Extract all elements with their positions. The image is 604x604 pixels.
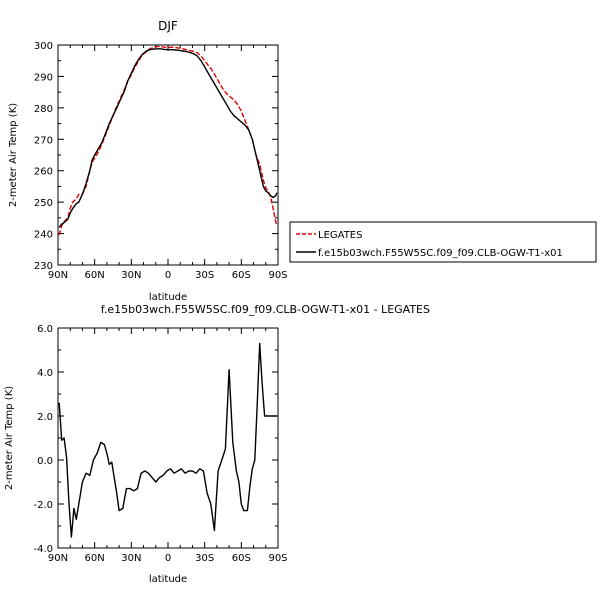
top-chart-axes: 90N 60N 30N 0 30S 60S 90S 230 240 250 260 270 280 290… [34,41,288,281]
top-y-tick-label: 250 [34,198,53,209]
bottom-chart-y-axis-label: 2-meter Air Temp (K) [4,386,15,490]
bottom-x-tick-label: 60N [85,553,105,564]
top-chart-frame [57,44,279,266]
top-x-tick-label: 90N [48,270,68,281]
legend-label-legates: LEGATES [318,230,362,241]
top-chart-x-axis-label: latitude [149,292,187,303]
top-y-tick-label: 240 [34,230,53,241]
bottom-x-tick-label: 30S [195,553,214,564]
bottom-chart-title: f.e15b03wch.F55W5SC.f09_f09.CLB-OGW-T1-x… [101,303,430,316]
top-x-tick-label: 30S [195,270,214,281]
top-y-tick-label: 230 [34,261,53,272]
bottom-x-tick-label: 90N [48,553,68,564]
bottom-x-tick-label: 0 [165,553,171,564]
top-series-line-0 [58,45,278,236]
top-y-tick-label: 260 [34,167,53,178]
top-x-tick-label: 30N [121,270,141,281]
top-y-tick-label: 280 [34,104,53,115]
bottom-y-tick-label: 6.0 [37,324,53,335]
bottom-chart-frame [57,327,279,549]
top-y-tick-label: 300 [34,41,53,52]
bottom-chart-series [58,342,277,538]
top-y-tick-label: 270 [34,135,53,146]
bottom-x-tick-label: 90S [268,553,287,564]
bottom-chart-x-axis-label: latitude [149,574,187,585]
bottom-y-tick-label: -4.0 [33,544,53,555]
top-x-tick-label: 0 [165,270,171,281]
bottom-chart: f.e15b03wch.F55W5SC.f09_f09.CLB-OGW-T1-x… [4,303,430,585]
top-series-line-1 [58,48,278,228]
bottom-y-tick-label: -2.0 [33,500,53,511]
bottom-y-tick-label: 2.0 [37,412,53,423]
bottom-x-tick-label: 60S [232,553,251,564]
top-chart: DJF latitude 2-meter Air Temp (K) 90N 60N… [8,19,288,303]
top-x-tick-label: 90S [268,270,287,281]
top-y-tick-label: 290 [34,72,53,83]
top-x-tick-label: 60N [85,270,105,281]
legend: LEGATES f.e15b03wch.F55W5SC.f09_f09.CLB-… [289,221,597,263]
top-chart-title: DJF [158,19,178,33]
bottom-y-tick-label: 0.0 [37,456,53,467]
bottom-series-line-0 [58,342,277,538]
bottom-y-tick-label: 4.0 [37,368,53,379]
legend-box [289,221,597,263]
bottom-x-tick-label: 30N [121,553,141,564]
top-chart-series [58,45,278,236]
top-x-tick-label: 60S [232,270,251,281]
legend-label-model: f.e15b03wch.F55W5SC.f09_f09.CLB-OGW-T1-x… [318,248,563,259]
top-chart-y-axis-label: 2-meter Air Temp (K) [8,103,19,207]
